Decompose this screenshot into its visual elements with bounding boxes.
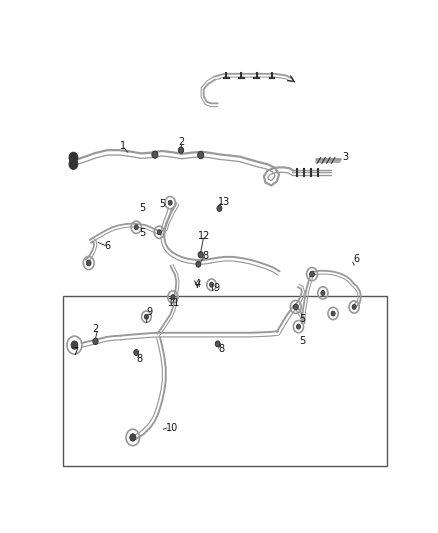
Text: 13: 13: [218, 197, 230, 207]
Text: 11: 11: [168, 298, 180, 308]
Circle shape: [352, 304, 356, 309]
Circle shape: [215, 341, 220, 347]
Text: 6: 6: [104, 241, 110, 251]
Text: 5: 5: [159, 199, 166, 209]
Text: 5: 5: [139, 228, 145, 238]
Circle shape: [293, 304, 298, 310]
Text: 8: 8: [218, 344, 224, 354]
Text: 8: 8: [202, 251, 208, 261]
Circle shape: [297, 324, 300, 329]
Circle shape: [69, 152, 78, 163]
Circle shape: [198, 151, 204, 159]
Circle shape: [217, 206, 222, 212]
Circle shape: [134, 225, 138, 230]
Text: 7: 7: [73, 347, 79, 357]
Text: 5: 5: [139, 203, 145, 213]
Text: 5: 5: [299, 314, 305, 324]
Text: 2: 2: [178, 137, 184, 147]
Text: 2: 2: [92, 324, 99, 334]
Text: 9: 9: [147, 307, 153, 317]
Circle shape: [178, 147, 184, 154]
Circle shape: [157, 230, 161, 235]
Text: 6: 6: [353, 254, 359, 264]
Circle shape: [152, 151, 158, 158]
Circle shape: [321, 290, 325, 295]
Circle shape: [130, 434, 136, 441]
Circle shape: [171, 295, 175, 300]
Text: 5: 5: [300, 336, 306, 345]
Circle shape: [209, 282, 214, 287]
Circle shape: [310, 271, 314, 277]
Circle shape: [134, 350, 139, 356]
Text: 8: 8: [137, 353, 143, 364]
Circle shape: [331, 311, 335, 316]
Circle shape: [86, 260, 91, 266]
Text: 9: 9: [213, 284, 219, 294]
Circle shape: [168, 200, 172, 205]
Circle shape: [93, 338, 98, 344]
Text: 4: 4: [194, 279, 200, 288]
Circle shape: [71, 341, 78, 349]
Circle shape: [198, 252, 203, 258]
Text: 3: 3: [342, 152, 348, 162]
Circle shape: [145, 314, 148, 319]
Bar: [63, 296, 387, 466]
Text: 12: 12: [198, 230, 210, 240]
Circle shape: [196, 261, 201, 267]
Text: 1: 1: [120, 141, 126, 151]
Text: 10: 10: [166, 423, 179, 433]
Circle shape: [69, 159, 78, 169]
